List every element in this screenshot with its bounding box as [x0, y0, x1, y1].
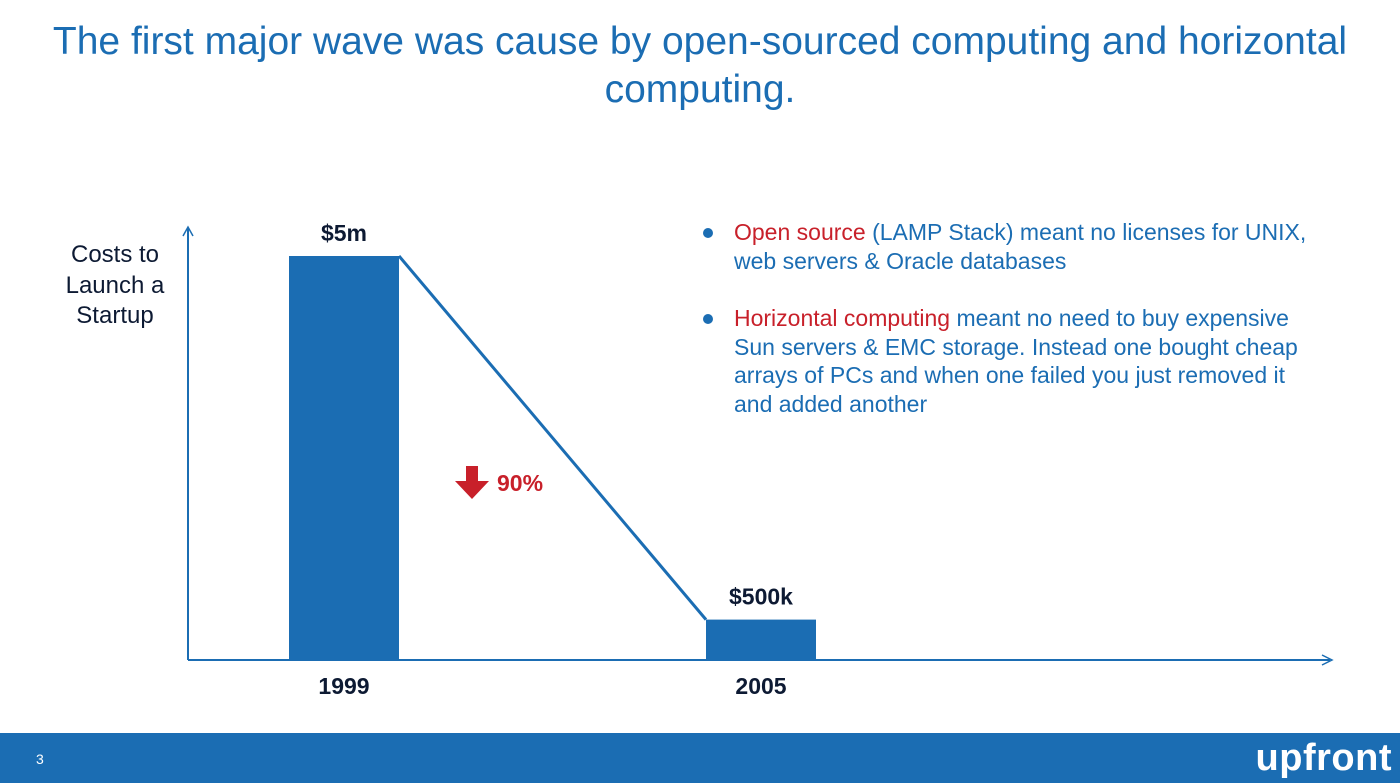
- bar-value-label: $5m: [321, 220, 367, 246]
- down-arrow-icon: [455, 466, 489, 499]
- bullet-text: meant no need to buy expensive Sun serve…: [734, 305, 1298, 417]
- page-number: 3: [36, 751, 44, 767]
- x-tick-label: 1999: [318, 673, 369, 699]
- brand-logo: upfront: [1255, 737, 1392, 779]
- bullet-item: Horizontal computing meant no need to bu…: [700, 304, 1320, 418]
- decrease-annotation: 90%: [497, 470, 543, 496]
- bar-chart: $5m 1999 $500k 2005 90%: [182, 220, 1334, 699]
- bullet-dot-icon: [703, 228, 713, 238]
- y-axis-arrowhead: [182, 225, 194, 237]
- x-axis-arrowhead: [1321, 654, 1334, 666]
- bullet-highlight: Open source: [734, 219, 866, 245]
- slide-title: The first major wave was cause by open-s…: [52, 20, 1348, 111]
- y-axis-label: Costs to Launch a Startup: [65, 241, 165, 329]
- bar-value-label: $500k: [729, 584, 793, 610]
- bullet-text: (LAMP Stack) meant no licenses for UNIX,…: [734, 219, 1307, 274]
- trend-line: [397, 255, 708, 621]
- bullet-list: Open source (LAMP Stack) meant no licens…: [700, 218, 1320, 418]
- bar-1999: [289, 256, 399, 660]
- x-tick-label: 2005: [735, 673, 786, 699]
- bar-2005: [706, 619, 816, 660]
- bullet-dot-icon: [703, 314, 713, 324]
- bullet-highlight: Horizontal computing: [734, 305, 951, 331]
- footer-bar: 3 upfront: [0, 733, 1400, 783]
- bullet-item: Open source (LAMP Stack) meant no licens…: [700, 218, 1320, 275]
